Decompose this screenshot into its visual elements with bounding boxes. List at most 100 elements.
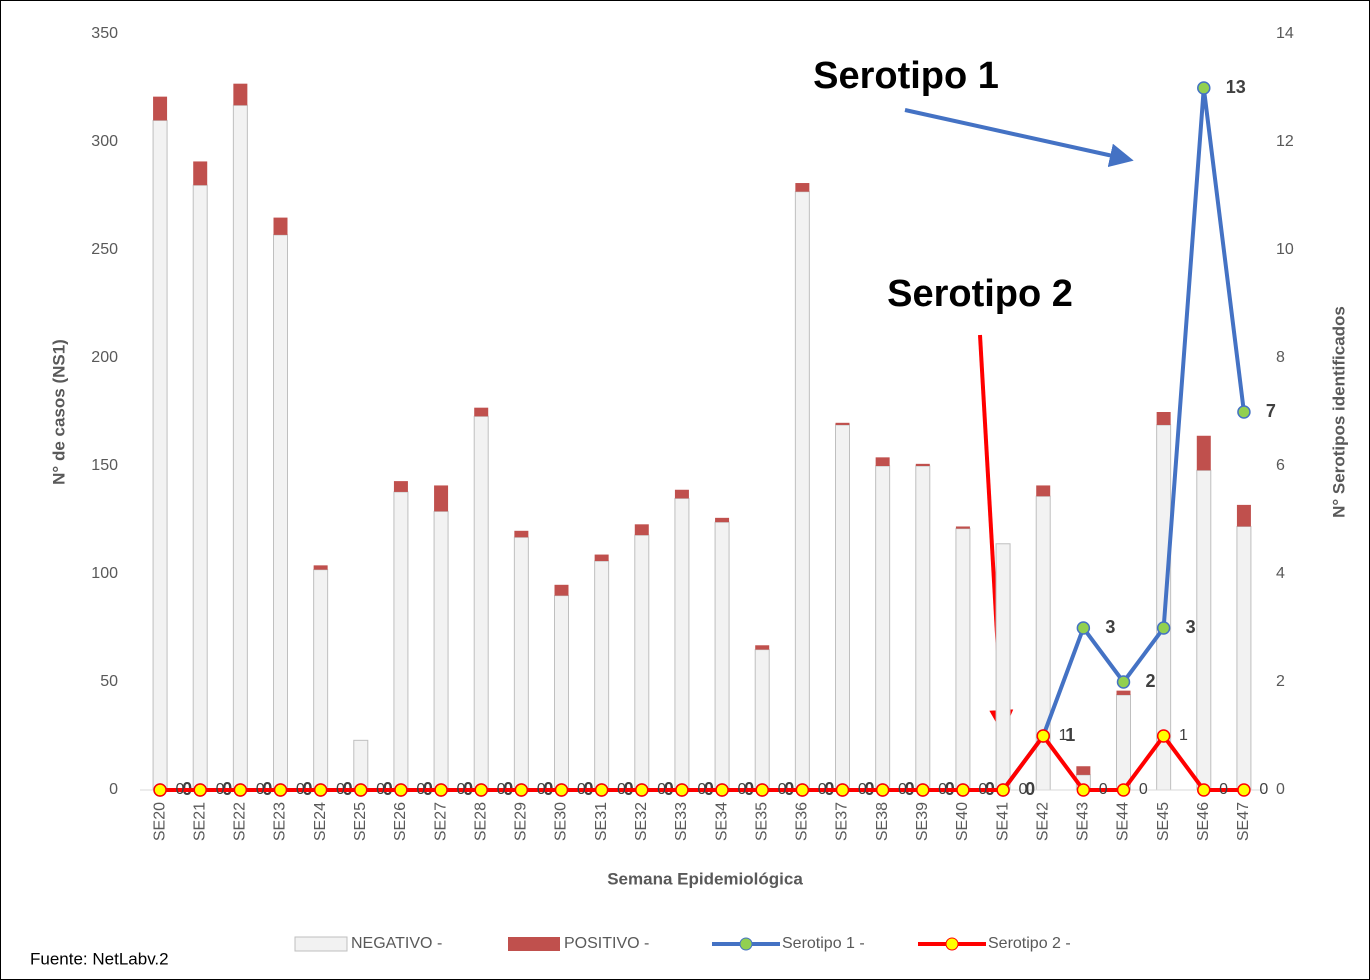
bar (474, 407, 489, 417)
x-tick-label: SE37 (834, 802, 851, 841)
marker (1156, 621, 1171, 635)
bar (715, 517, 730, 523)
bar (754, 649, 770, 791)
y-tick-label: 200 (91, 349, 118, 366)
data-label: 0 (1259, 781, 1268, 798)
x-tick-label: SE45 (1155, 802, 1172, 841)
data-label: 0 (1018, 781, 1027, 798)
bar (995, 543, 1011, 791)
y-tick-label: 300 (91, 133, 118, 150)
bar (955, 528, 971, 791)
data-label: 0 (336, 781, 345, 798)
annotation: Serotipo 1 (813, 55, 999, 97)
bar (794, 191, 810, 791)
bar (153, 96, 168, 121)
bar (353, 739, 369, 791)
data-label: 0 (1025, 779, 1035, 799)
marker (394, 783, 408, 797)
bar (193, 161, 208, 186)
x-tick-label: SE31 (593, 802, 610, 841)
marker (554, 783, 569, 797)
data-label: 0 (416, 781, 425, 798)
bar (634, 534, 650, 791)
data-label: 0 (1219, 781, 1228, 798)
bar (554, 584, 569, 596)
bar (152, 119, 168, 791)
marker (1237, 783, 1251, 797)
y2-tick-label: 12 (1276, 133, 1294, 150)
marker (1116, 783, 1131, 797)
x-tick-label: SE41 (994, 802, 1011, 841)
data-label: 1 (1179, 727, 1188, 744)
marker (514, 783, 529, 797)
y-axis-title: N° de casos (NS1) (49, 339, 68, 485)
marker (1116, 675, 1131, 689)
bar (233, 83, 248, 106)
data-label: 0 (938, 781, 947, 798)
bar (1156, 412, 1171, 425)
bar (434, 485, 449, 512)
x-tick-label: SE20 (151, 802, 168, 841)
y2-tick-label: 6 (1276, 457, 1285, 474)
bar (1196, 435, 1211, 471)
y2-axis-title: N° Serotipos identificados (1329, 306, 1348, 518)
data-label: 0 (657, 781, 666, 798)
bar (273, 217, 288, 235)
bar (313, 569, 329, 791)
marker (1197, 81, 1211, 95)
marker (193, 783, 207, 797)
bar (594, 560, 610, 791)
marker (715, 783, 729, 797)
bar (1196, 469, 1212, 791)
marker (1197, 783, 1211, 797)
data-label: 0 (778, 781, 787, 798)
y2-tick-label: 0 (1276, 781, 1285, 798)
data-label: 0 (376, 781, 385, 798)
y-tick-label: 0 (109, 781, 118, 798)
data-label: 0 (818, 781, 827, 798)
data-label: 0 (617, 781, 626, 798)
marker (996, 783, 1010, 797)
bar (433, 510, 449, 791)
marker (1036, 729, 1050, 743)
bar (393, 481, 408, 492)
bar (835, 424, 850, 791)
data-label: 0 (456, 781, 465, 798)
x-tick-label: SE38 (874, 802, 891, 841)
y-tick-label: 250 (91, 241, 118, 258)
annotation: Serotipo 2 (887, 273, 1073, 315)
bar (875, 457, 890, 466)
bar (513, 536, 529, 791)
data-label: 0 (175, 781, 184, 798)
bar (915, 465, 931, 791)
x-tick-label: SE24 (312, 802, 329, 841)
legend-swatch (739, 937, 753, 951)
bar (674, 497, 690, 791)
x-tick-label: SE29 (513, 802, 530, 841)
line (160, 734, 1244, 792)
data-label: 0 (978, 781, 987, 798)
data-label: 0 (497, 781, 506, 798)
marker (354, 783, 368, 797)
x-tick-label: SE26 (392, 802, 409, 841)
bar (1236, 504, 1251, 527)
data-label: 3 (1186, 617, 1196, 637)
y-tick-label: 50 (100, 673, 118, 690)
bar (795, 183, 810, 192)
bar (594, 554, 609, 562)
bar (755, 645, 770, 650)
bar (1116, 694, 1131, 791)
data-label: 0 (537, 781, 546, 798)
x-tick-label: SE44 (1115, 802, 1132, 841)
data-label: 0 (216, 781, 225, 798)
marker (474, 783, 488, 797)
bar (192, 184, 208, 791)
bar (1076, 766, 1091, 775)
legend-swatch (945, 937, 959, 951)
bar (915, 463, 930, 466)
x-tick-label: SE28 (472, 802, 489, 841)
bar (232, 104, 248, 791)
y2-tick-label: 8 (1276, 349, 1285, 366)
marker (1076, 621, 1091, 635)
bar (554, 595, 569, 791)
